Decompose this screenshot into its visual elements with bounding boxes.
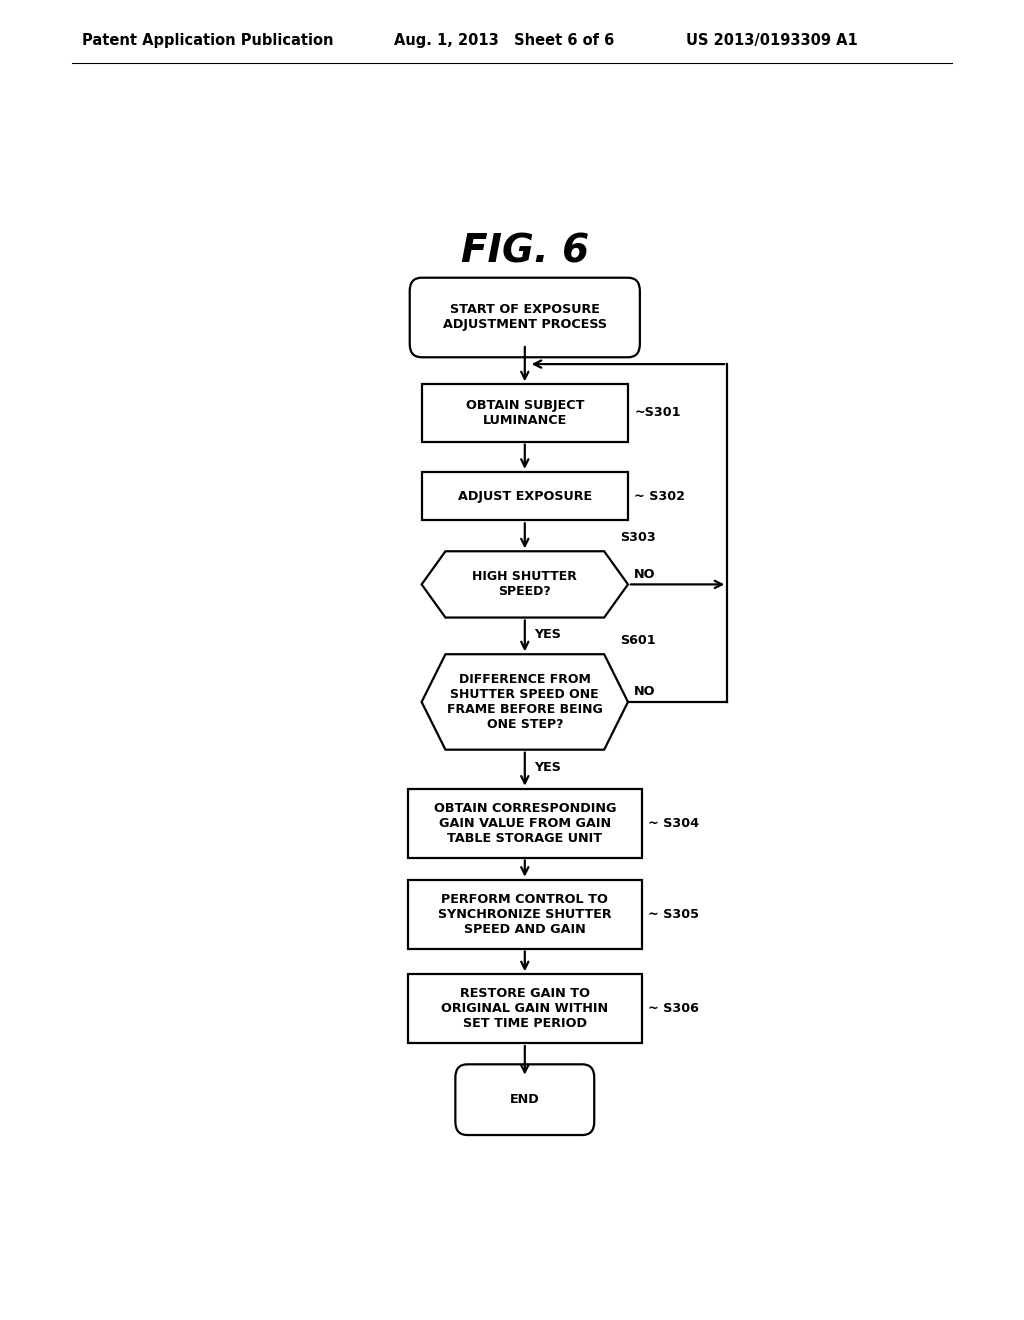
Text: Patent Application Publication: Patent Application Publication (82, 33, 334, 48)
Text: PERFORM CONTROL TO
SYNCHRONIZE SHUTTER
SPEED AND GAIN: PERFORM CONTROL TO SYNCHRONIZE SHUTTER S… (438, 892, 611, 936)
Text: FIG. 6: FIG. 6 (461, 232, 589, 271)
Text: ADJUST EXPOSURE: ADJUST EXPOSURE (458, 490, 592, 503)
Text: ~S301: ~S301 (634, 407, 681, 420)
Text: OBTAIN CORRESPONDING
GAIN VALUE FROM GAIN
TABLE STORAGE UNIT: OBTAIN CORRESPONDING GAIN VALUE FROM GAI… (433, 801, 616, 845)
Text: NO: NO (634, 685, 655, 698)
Text: Aug. 1, 2013   Sheet 6 of 6: Aug. 1, 2013 Sheet 6 of 6 (394, 33, 614, 48)
Text: ~ S305: ~ S305 (648, 908, 699, 920)
Text: S303: S303 (620, 531, 655, 544)
FancyBboxPatch shape (456, 1064, 594, 1135)
Text: YES: YES (535, 627, 561, 640)
Text: OBTAIN SUBJECT
LUMINANCE: OBTAIN SUBJECT LUMINANCE (466, 399, 584, 426)
Text: ~ S306: ~ S306 (648, 1002, 699, 1015)
Text: END: END (510, 1093, 540, 1106)
Bar (422, 471, 628, 520)
Text: NO: NO (634, 568, 655, 581)
Text: S601: S601 (620, 634, 655, 647)
Text: ~ S302: ~ S302 (634, 490, 685, 503)
Text: RESTORE GAIN TO
ORIGINAL GAIN WITHIN
SET TIME PERIOD: RESTORE GAIN TO ORIGINAL GAIN WITHIN SET… (441, 987, 608, 1030)
Text: ~ S304: ~ S304 (648, 817, 699, 829)
Bar (408, 879, 642, 949)
Text: DIFFERENCE FROM
SHUTTER SPEED ONE
FRAME BEFORE BEING
ONE STEP?: DIFFERENCE FROM SHUTTER SPEED ONE FRAME … (446, 673, 603, 731)
Bar (408, 788, 642, 858)
Polygon shape (422, 655, 628, 750)
Bar (422, 384, 628, 442)
FancyBboxPatch shape (410, 277, 640, 358)
Text: HIGH SHUTTER
SPEED?: HIGH SHUTTER SPEED? (472, 570, 578, 598)
Text: START OF EXPOSURE
ADJUSTMENT PROCESS: START OF EXPOSURE ADJUSTMENT PROCESS (442, 304, 607, 331)
Text: YES: YES (535, 760, 561, 774)
Polygon shape (422, 552, 628, 618)
Text: US 2013/0193309 A1: US 2013/0193309 A1 (686, 33, 858, 48)
Bar (408, 974, 642, 1043)
